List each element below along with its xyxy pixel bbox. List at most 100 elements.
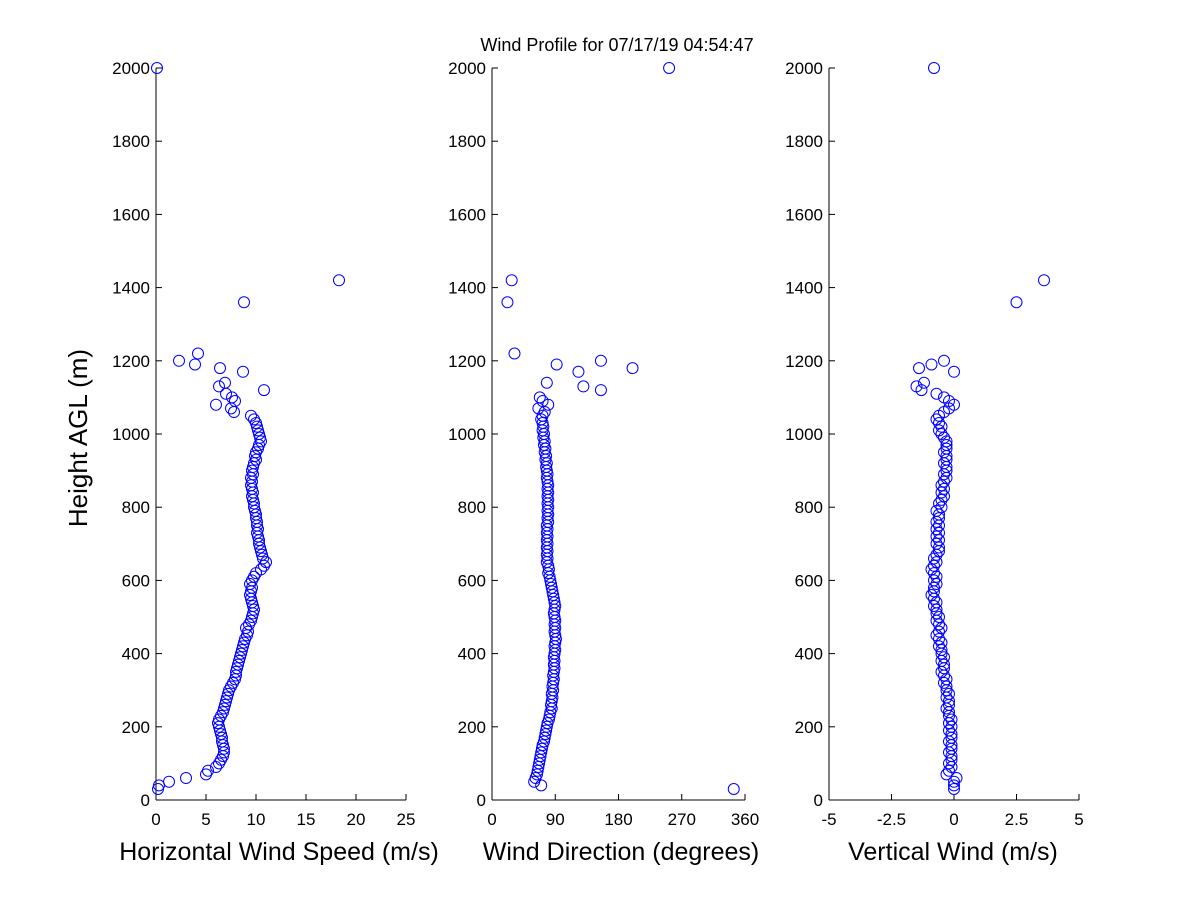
data-point-vertical-wind [938, 676, 950, 689]
x-tick-label-wind-direction: 180 [604, 810, 632, 829]
data-point-horizontal-wind-speed [258, 559, 270, 572]
y-tick-label-horizontal-wind-speed: 800 [122, 498, 150, 517]
data-point-wind-direction [535, 779, 548, 792]
data-point-vertical-wind [950, 772, 963, 785]
y-tick-label-vertical-wind: 2000 [785, 59, 823, 78]
data-point-horizontal-wind-speed [220, 387, 232, 400]
data-point-vertical-wind [948, 365, 960, 378]
data-point-horizontal-wind-speed [210, 398, 222, 411]
panel-wind-direction: 0 200 400 600 800 1000 1200 1400 1600 1800 2000 0 90… [448, 59, 759, 829]
data-point-vertical-wind [930, 548, 943, 561]
x-tick-label-vertical-wind: 2.5 [1005, 810, 1029, 829]
data-point-vertical-wind [933, 611, 945, 623]
data-point-vertical-wind [913, 362, 925, 375]
y-tick-label-horizontal-wind-speed: 2000 [112, 59, 150, 78]
data-point-vertical-wind [928, 552, 940, 565]
data-point-wind-direction [543, 709, 556, 722]
x-tick-label-wind-direction: 90 [546, 810, 565, 829]
data-point-vertical-wind [935, 647, 948, 660]
data-point-vertical-wind [933, 541, 945, 554]
data-point-horizontal-wind-speed [237, 365, 249, 378]
data-point-wind-direction [532, 761, 545, 774]
data-point-vertical-wind [930, 570, 943, 583]
x-tick-label-horizontal-wind-speed: 20 [347, 810, 366, 829]
data-point-vertical-wind [940, 684, 953, 697]
y-tick-label-wind-direction: 1200 [448, 352, 486, 371]
y-tick-label-vertical-wind: 1600 [785, 205, 823, 224]
data-point-vertical-wind [933, 417, 945, 430]
x-tick-label-horizontal-wind-speed: 0 [151, 810, 160, 829]
data-point-vertical-wind [948, 783, 960, 796]
data-point-vertical-wind [933, 632, 945, 645]
y-tick-label-horizontal-wind-speed: 1400 [112, 279, 150, 298]
y-tick-label-wind-direction: 2000 [448, 59, 486, 78]
data-point-wind-direction [727, 783, 740, 796]
data-point-vertical-wind [933, 512, 945, 525]
data-point-wind-direction [505, 274, 518, 287]
data-point-wind-direction [540, 376, 553, 389]
data-point-vertical-wind [930, 607, 943, 620]
data-point-horizontal-wind-speed [213, 757, 225, 770]
y-tick-label-wind-direction: 200 [458, 718, 486, 737]
data-point-wind-direction [508, 347, 521, 360]
data-point-vertical-wind [933, 625, 945, 638]
y-tick-label-wind-direction: 1800 [448, 132, 486, 151]
data-point-horizontal-wind-speed [213, 380, 225, 393]
y-tick-label-vertical-wind: 400 [795, 645, 823, 664]
data-point-vertical-wind [928, 592, 940, 605]
y-tick-label-vertical-wind: 1800 [785, 132, 823, 151]
data-point-vertical-wind [928, 559, 940, 572]
data-point-vertical-wind [930, 387, 943, 400]
data-point-vertical-wind [938, 669, 950, 682]
data-point-wind-direction [626, 362, 639, 375]
data-point-vertical-wind [938, 662, 950, 675]
data-point-wind-direction [572, 365, 585, 378]
data-point-vertical-wind [928, 585, 940, 598]
data-point-vertical-wind [933, 640, 945, 653]
data-point-vertical-wind [930, 578, 943, 591]
data-point-wind-direction [538, 731, 551, 744]
x-tick-label-vertical-wind: 5 [1074, 810, 1083, 829]
y-tick-label-horizontal-wind-speed: 200 [122, 718, 150, 737]
x-tick-label-wind-direction: 360 [731, 810, 759, 829]
data-point-vertical-wind [1010, 296, 1023, 309]
data-point-vertical-wind [943, 709, 955, 722]
y-tick-label-horizontal-wind-speed: 1600 [112, 205, 150, 224]
data-point-wind-direction [528, 775, 541, 788]
data-point-vertical-wind [935, 479, 948, 492]
data-point-vertical-wind [938, 468, 950, 481]
data-point-vertical-wind [933, 519, 945, 532]
data-point-vertical-wind [930, 530, 943, 543]
data-point-vertical-wind [933, 409, 945, 422]
data-point-vertical-wind [938, 482, 950, 495]
data-point-vertical-wind [945, 713, 958, 726]
y-tick-label-vertical-wind: 600 [795, 571, 823, 590]
x-tick-label-vertical-wind: -2.5 [877, 810, 906, 829]
data-point-vertical-wind [930, 515, 943, 528]
data-point-horizontal-wind-speed [189, 358, 201, 371]
x-axis-label-horizontal-wind-speed: Horizontal Wind Speed (m/s) [119, 838, 439, 866]
y-tick-label-vertical-wind: 1200 [785, 352, 823, 371]
x-tick-label-wind-direction: 270 [668, 810, 696, 829]
data-point-horizontal-wind-speed [152, 783, 164, 796]
data-point-vertical-wind [938, 475, 950, 488]
y-tick-label-wind-direction: 400 [458, 645, 486, 664]
data-point-vertical-wind [928, 62, 940, 74]
data-point-horizontal-wind-speed [225, 402, 237, 415]
data-point-wind-direction [531, 764, 544, 777]
data-point-horizontal-wind-speed [238, 296, 250, 309]
y-tick-label-horizontal-wind-speed: 400 [122, 645, 150, 664]
y-tick-label-vertical-wind: 200 [795, 718, 823, 737]
data-point-wind-direction [544, 706, 557, 719]
data-point-vertical-wind [935, 420, 948, 433]
y-tick-label-vertical-wind: 1000 [785, 425, 823, 444]
data-point-vertical-wind [940, 702, 953, 715]
data-point-vertical-wind [945, 753, 958, 766]
figure-title: Wind Profile for 07/17/19 04:54:47 [480, 35, 753, 55]
data-point-vertical-wind [935, 486, 948, 499]
panel-vertical-wind: 0 200 400 600 800 1000 1200 1400 1600 1800 2000 -5 -… [785, 59, 1084, 829]
y-tick-label-vertical-wind: 1400 [785, 279, 823, 298]
data-point-horizontal-wind-speed [228, 406, 240, 419]
data-point-vertical-wind [918, 376, 930, 389]
